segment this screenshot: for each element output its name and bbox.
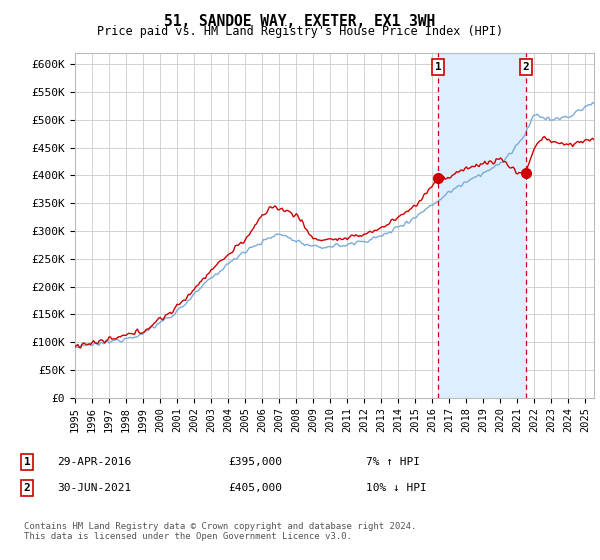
Text: 2: 2 bbox=[523, 62, 529, 72]
Bar bbox=[438, 53, 526, 398]
Text: Contains HM Land Registry data © Crown copyright and database right 2024.
This d: Contains HM Land Registry data © Crown c… bbox=[24, 522, 416, 542]
Text: £405,000: £405,000 bbox=[228, 483, 282, 493]
Text: 7% ↑ HPI: 7% ↑ HPI bbox=[366, 457, 420, 467]
Text: 29-APR-2016: 29-APR-2016 bbox=[57, 457, 131, 467]
Text: 51, SANDOE WAY, EXETER, EX1 3WH: 51, SANDOE WAY, EXETER, EX1 3WH bbox=[164, 14, 436, 29]
Text: 30-JUN-2021: 30-JUN-2021 bbox=[57, 483, 131, 493]
Text: 2: 2 bbox=[23, 483, 31, 493]
Text: 10% ↓ HPI: 10% ↓ HPI bbox=[366, 483, 427, 493]
Text: £395,000: £395,000 bbox=[228, 457, 282, 467]
Text: 1: 1 bbox=[434, 62, 442, 72]
Text: 1: 1 bbox=[23, 457, 31, 467]
Text: Price paid vs. HM Land Registry's House Price Index (HPI): Price paid vs. HM Land Registry's House … bbox=[97, 25, 503, 38]
